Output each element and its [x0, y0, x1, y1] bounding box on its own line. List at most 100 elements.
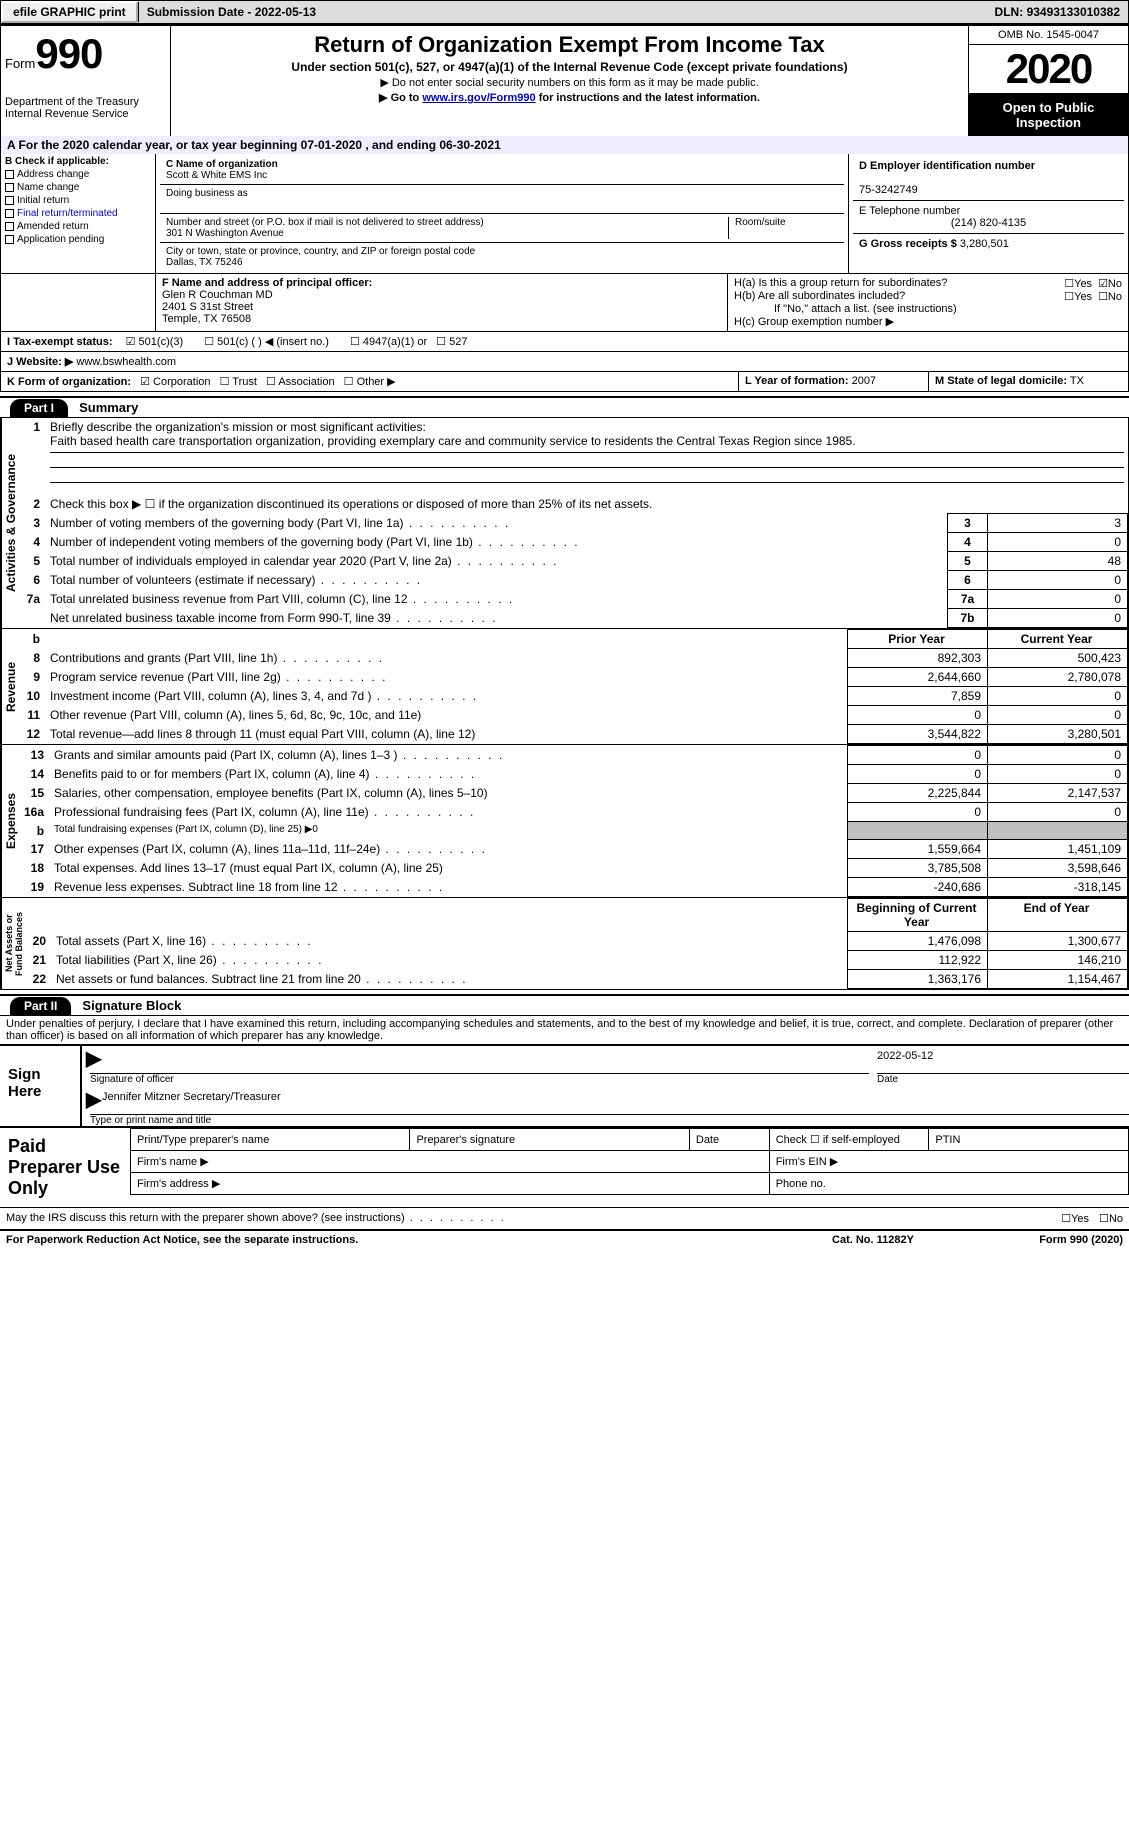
cb-initial-return[interactable]: Initial return: [5, 195, 151, 206]
room-label: Room/suite: [735, 217, 786, 228]
hb-yes[interactable]: ☐Yes: [1064, 290, 1092, 303]
cb-address-change[interactable]: Address change: [5, 169, 151, 180]
line16a-cy: 0: [988, 803, 1128, 822]
line15-py: 2,225,844: [848, 784, 988, 803]
line13-text: Grants and similar amounts paid (Part IX…: [54, 748, 504, 762]
line16b-cy: [988, 822, 1128, 840]
dln: DLN: 93493133010382: [987, 2, 1128, 22]
line11-text: Other revenue (Part VIII, column (A), li…: [50, 708, 421, 722]
mission-text: Faith based health care transportation o…: [50, 434, 856, 448]
line8-py: 892,303: [848, 649, 988, 668]
typed-name-label: Type or print name and title: [90, 1115, 1129, 1126]
line19-cy: -318,145: [988, 878, 1128, 897]
discuss-question: May the IRS discuss this return with the…: [6, 1212, 506, 1224]
line6-val: 0: [988, 571, 1128, 590]
officer-label: F Name and address of principal officer:: [162, 277, 372, 289]
vlabel-governance: Activities & Governance: [1, 418, 20, 628]
gross-value: 3,280,501: [960, 238, 1009, 250]
begin-year-head: Beginning of Current Year: [848, 899, 988, 932]
k-assoc[interactable]: ☐ Association: [266, 376, 335, 388]
ha-no[interactable]: ☑No: [1098, 277, 1122, 290]
arrow-icon-2: ▶: [86, 1087, 101, 1112]
line2-checkbox: Check this box ▶ ☐ if the organization d…: [46, 495, 1128, 514]
line10-py: 7,859: [848, 687, 988, 706]
line20-py: 1,476,098: [848, 932, 988, 951]
line18-text: Total expenses. Add lines 13–17 (must eq…: [54, 861, 443, 875]
line10-cy: 0: [988, 687, 1128, 706]
line16a-py: 0: [848, 803, 988, 822]
check-b-title: B Check if applicable:: [5, 156, 109, 167]
discuss-no[interactable]: ☐No: [1099, 1212, 1123, 1225]
line7a-val: 0: [988, 590, 1128, 609]
line15-text: Salaries, other compensation, employee b…: [54, 786, 488, 800]
dept-treasury: Department of the Treasury Internal Reve…: [5, 96, 166, 120]
k-trust[interactable]: ☐ Trust: [220, 376, 257, 388]
line18-py: 3,785,508: [848, 859, 988, 878]
hb-note: If "No," attach a list. (see instruction…: [734, 303, 1122, 315]
line15-cy: 2,147,537: [988, 784, 1128, 803]
tax-527[interactable]: ☐ 527: [436, 336, 467, 348]
goto-pre: ▶ Go to: [379, 92, 422, 104]
tax-501c3[interactable]: ☑ 501(c)(3): [126, 336, 184, 348]
org-name-label: C Name of organization: [166, 159, 278, 170]
cb-name-change[interactable]: Name change: [5, 182, 151, 193]
line22-py: 1,363,176: [848, 970, 988, 989]
sig-officer-label: Signature of officer: [90, 1074, 869, 1085]
dln-value: 93493133010382: [1027, 5, 1120, 19]
line7b-text: Net unrelated business taxable income fr…: [50, 611, 498, 625]
line21-cy: 146,210: [988, 951, 1128, 970]
public-inspection: Open to Public Inspection: [969, 94, 1128, 136]
goto-post: for instructions and the latest informat…: [536, 92, 760, 104]
sign-date: 2022-05-12: [877, 1050, 933, 1062]
ein-value: 75-3242749: [859, 184, 918, 196]
k-other[interactable]: ☐ Other ▶: [344, 376, 396, 388]
line17-text: Other expenses (Part IX, column (A), lin…: [54, 842, 487, 856]
line18-cy: 3,598,646: [988, 859, 1128, 878]
firm-addr: Firm's address ▶: [131, 1173, 770, 1195]
line5-text: Total number of individuals employed in …: [50, 554, 558, 568]
cb-final-return[interactable]: Final return/terminated: [5, 208, 151, 219]
form-id-box: Form990 Department of the Treasury Inter…: [1, 26, 171, 136]
cb-amended-return[interactable]: Amended return: [5, 221, 151, 232]
part2-head: Part II: [10, 997, 71, 1015]
officer-name: Glen R Couchman MD: [162, 289, 273, 301]
line7b-val: 0: [988, 609, 1128, 628]
k-corp[interactable]: ☑ Corporation: [140, 376, 210, 388]
section-deg: D Employer identification number 75-3242…: [848, 154, 1128, 273]
hc-label: H(c) Group exemption number ▶: [734, 315, 1122, 328]
line19-text: Revenue less expenses. Subtract line 18 …: [54, 880, 444, 894]
header-center: Return of Organization Exempt From Incom…: [171, 26, 968, 136]
gross-label: G Gross receipts $: [859, 238, 957, 250]
formm-label: M State of legal domicile:: [935, 375, 1067, 387]
hb-no[interactable]: ☐No: [1098, 290, 1122, 303]
prep-sig-head: Preparer's signature: [410, 1129, 689, 1151]
discuss-yes[interactable]: ☐Yes: [1061, 1212, 1089, 1225]
line22-cy: 1,154,467: [988, 970, 1128, 989]
officer-addr2: Temple, TX 76508: [162, 313, 251, 325]
city-label: City or town, state or province, country…: [166, 246, 475, 257]
irs-link[interactable]: www.irs.gov/Form990: [422, 92, 535, 104]
form-subtitle: Under section 501(c), 527, or 4947(a)(1)…: [175, 60, 964, 74]
tax-status-label: I Tax-exempt status:: [7, 336, 113, 348]
website-url: www.bswhealth.com: [76, 356, 176, 368]
ha-yes[interactable]: ☐Yes: [1064, 277, 1092, 290]
cb-application-pending[interactable]: Application pending: [5, 234, 151, 245]
formk-label: K Form of organization:: [7, 376, 131, 388]
date-label: Date: [877, 1074, 1129, 1085]
prep-name-head: Print/Type preparer's name: [131, 1129, 410, 1151]
line14-text: Benefits paid to or for members (Part IX…: [54, 767, 476, 781]
line9-cy: 2,780,078: [988, 668, 1128, 687]
line8-cy: 500,423: [988, 649, 1128, 668]
line7a-text: Total unrelated business revenue from Pa…: [50, 592, 514, 606]
tax-501c[interactable]: ☐ 501(c) ( ) ◀ (insert no.): [204, 336, 329, 348]
officer-typed-name: Jennifer Mitzner Secretary/Treasurer: [90, 1091, 281, 1103]
line20-text: Total assets (Part X, line 16): [56, 934, 313, 948]
line16a-text: Professional fundraising fees (Part IX, …: [54, 805, 475, 819]
phone-label: E Telephone number: [859, 205, 960, 217]
efile-print-button[interactable]: efile GRAPHIC print: [1, 1, 138, 23]
line20-cy: 1,300,677: [988, 932, 1128, 951]
prep-ptin-head: PTIN: [929, 1129, 1129, 1151]
tax-4947[interactable]: ☐ 4947(a)(1) or: [350, 336, 427, 348]
year-formation: 2007: [852, 375, 876, 387]
paperwork-notice: For Paperwork Reduction Act Notice, see …: [6, 1234, 783, 1246]
